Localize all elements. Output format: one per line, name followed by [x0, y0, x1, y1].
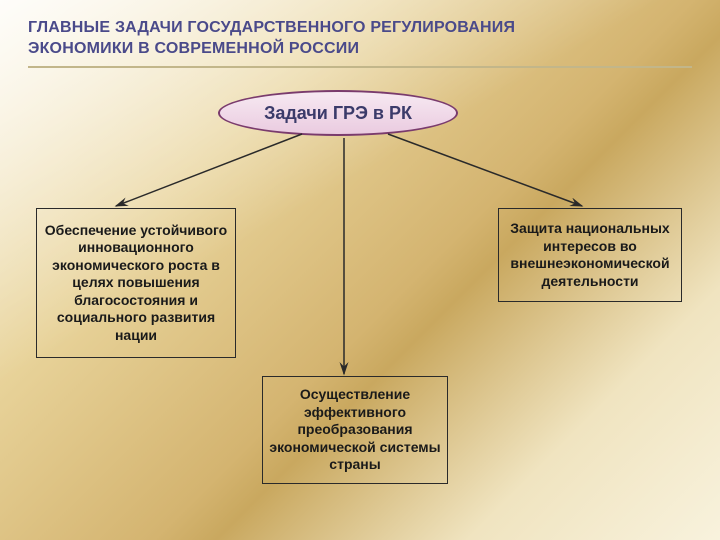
center-box-text: Осуществление эффективного преобразовани…	[269, 386, 441, 474]
title-line1: ГЛАВНЫЕ ЗАДАЧИ ГОСУДАРСТВЕННОГО РЕГУЛИРО…	[28, 19, 515, 36]
left-box-text: Обеспечение устойчивого инновационного э…	[43, 222, 229, 345]
edge-root-right	[388, 134, 582, 206]
root-node: Задачи ГРЭ в РК	[218, 90, 458, 136]
slide-title: ГЛАВНЫЕ ЗАДАЧИ ГОСУДАРСТВЕННОГО РЕГУЛИРО…	[28, 18, 692, 60]
title-line2: ЭКОНОМИКИ В СОВРЕМЕННОЙ РОССИИ	[28, 40, 359, 57]
left-box: Обеспечение устойчивого инновационного э…	[36, 208, 236, 358]
right-box: Защита национальных интересов во внешнеэ…	[498, 208, 682, 302]
edge-root-left	[116, 134, 302, 206]
root-node-label: Задачи ГРЭ в РК	[264, 103, 412, 124]
center-box: Осуществление эффективного преобразовани…	[262, 376, 448, 484]
title-underline	[28, 66, 692, 68]
right-box-text: Защита национальных интересов во внешнеэ…	[505, 220, 675, 290]
slide: ГЛАВНЫЕ ЗАДАЧИ ГОСУДАРСТВЕННОГО РЕГУЛИРО…	[0, 0, 720, 540]
